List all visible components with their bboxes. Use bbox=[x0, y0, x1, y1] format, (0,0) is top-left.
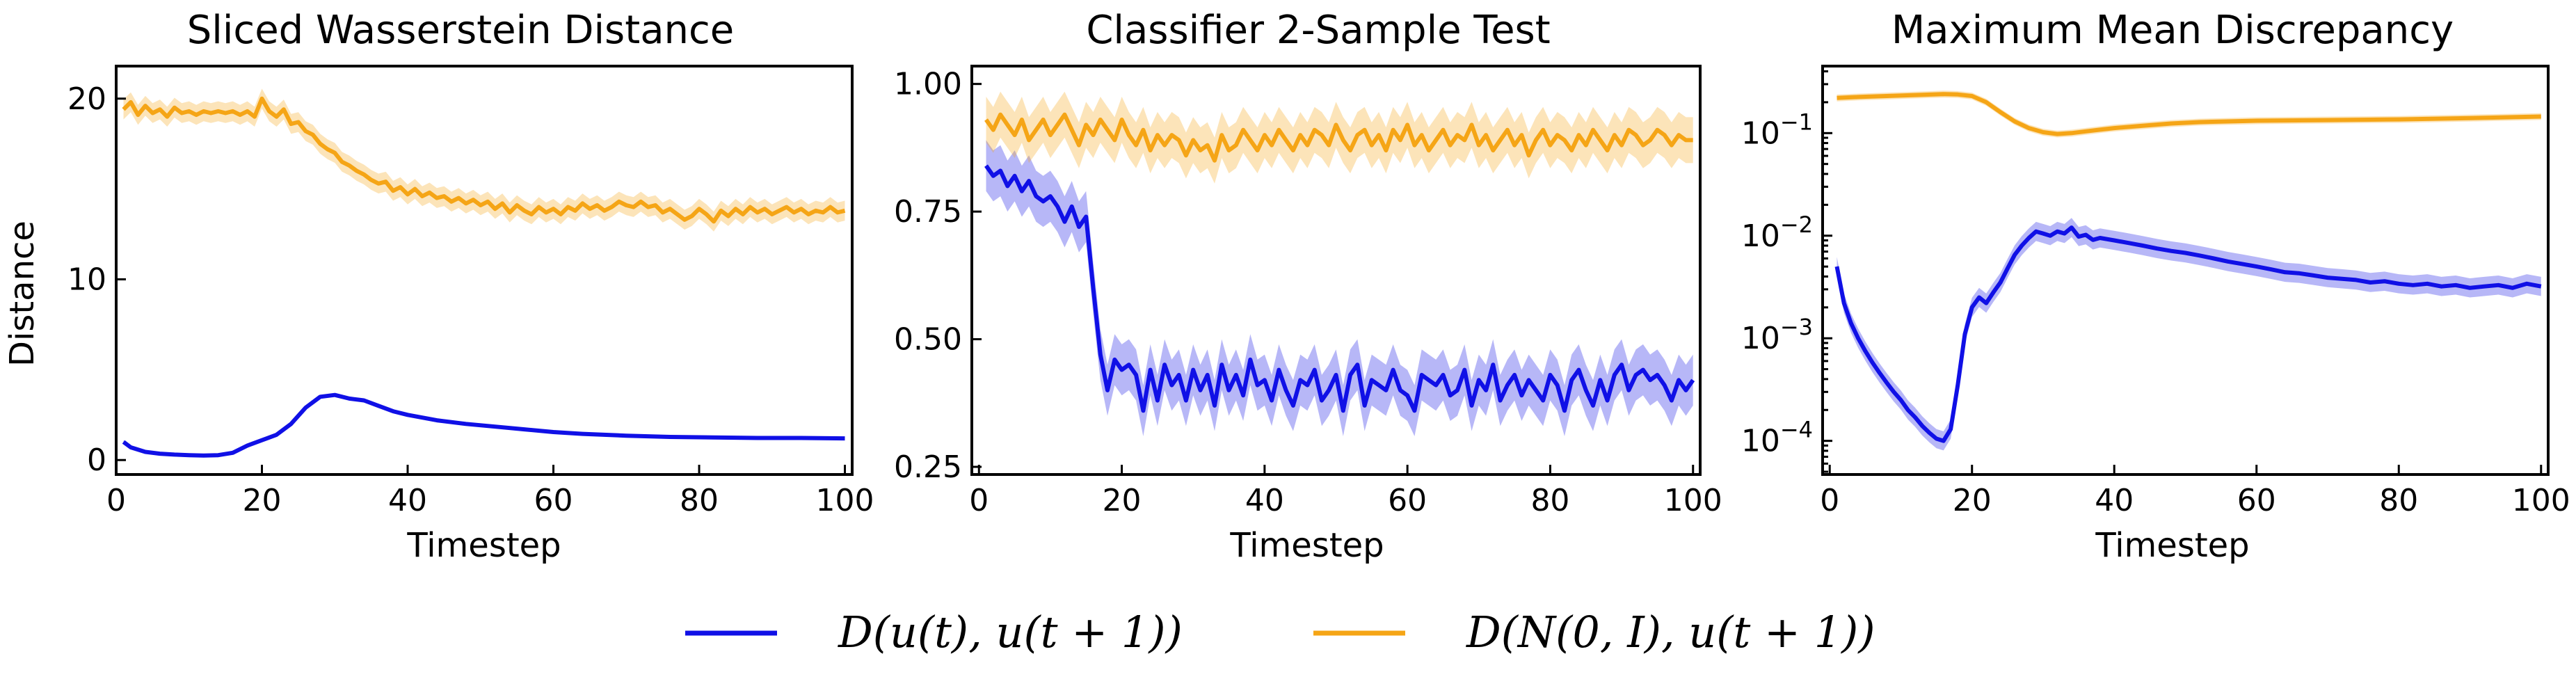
x-tick-label: 0 bbox=[1820, 483, 1839, 518]
series-line-orange bbox=[1837, 92, 2541, 136]
plot-frame bbox=[970, 65, 1702, 476]
y-tick-label: 10−1 bbox=[1741, 109, 1813, 151]
band-layer bbox=[1837, 90, 2541, 451]
y-tick-label: 0.50 bbox=[894, 322, 962, 358]
x-tick-label: 40 bbox=[388, 483, 427, 518]
x-tick-label: 20 bbox=[243, 483, 282, 518]
y-tick-label: 10−3 bbox=[1741, 314, 1813, 356]
panel-maximum-mean-discrepancy: Maximum Mean Discrepancy Timestep 0 20 40 6… bbox=[1741, 8, 2570, 565]
x-tick-label: 0 bbox=[969, 483, 989, 518]
panel-title: Classifier 2-Sample Test bbox=[1086, 8, 1550, 53]
series-line-blue bbox=[1834, 225, 2542, 443]
x-tick-label: 80 bbox=[680, 483, 719, 518]
legend: D(u(t), u(t + 1)) D(N(0, I), u(t + 1)) bbox=[685, 607, 1875, 657]
y-tick-label: 20 bbox=[67, 81, 106, 117]
legend-label-orange: D(N(0, I), u(t + 1)) bbox=[1466, 607, 1875, 657]
x-tick-label: 40 bbox=[1245, 483, 1284, 518]
legend-label-blue: D(u(t), u(t + 1)) bbox=[838, 607, 1183, 657]
y-tick-label: 10 bbox=[67, 262, 106, 297]
y-tick-label: 10−4 bbox=[1741, 417, 1813, 459]
x-tick-label: 100 bbox=[816, 483, 874, 518]
y-tick-label: 1.00 bbox=[894, 67, 962, 102]
series-band-blue bbox=[1837, 218, 2541, 451]
y-tick-label: 10−2 bbox=[1741, 212, 1813, 254]
line-layer bbox=[1834, 92, 2542, 443]
series-band-blue bbox=[986, 140, 1693, 436]
x-axis-label: Timestep bbox=[2095, 526, 2249, 565]
series-band-orange bbox=[123, 88, 845, 232]
tick-layer: 0 20 40 60 80 100 10−4 10−3 10−2 10−1 bbox=[1741, 70, 2570, 518]
x-tick-label: 20 bbox=[1953, 483, 1992, 518]
x-tick-label: 60 bbox=[1388, 483, 1427, 518]
x-axis-label: Timestep bbox=[406, 526, 561, 565]
y-tick-label: 0.75 bbox=[894, 194, 962, 230]
plot-frame bbox=[1821, 65, 2550, 476]
series-line-blue bbox=[984, 164, 1695, 413]
x-tick-label: 80 bbox=[2379, 483, 2418, 518]
x-tick-label: 80 bbox=[1530, 483, 1569, 518]
panel-title: Maximum Mean Discrepancy bbox=[1891, 8, 2454, 53]
tick-layer: 0 20 40 60 80 100 0.25 0.50 0.75 1.00 bbox=[894, 67, 1722, 518]
series-band-orange bbox=[1837, 90, 2541, 138]
y-axis-label: Distance bbox=[3, 221, 42, 367]
series-line-orange bbox=[984, 112, 1693, 163]
x-tick-label: 40 bbox=[2095, 483, 2134, 518]
panel-sliced-wasserstein: Sliced Wasserstein Distance Distance Tim… bbox=[3, 8, 874, 565]
panel-title: Sliced Wasserstein Distance bbox=[187, 8, 735, 53]
series-band-orange bbox=[986, 91, 1693, 184]
x-tick-label: 0 bbox=[106, 483, 126, 518]
line-layer bbox=[984, 112, 1695, 413]
series-line-orange bbox=[122, 96, 846, 224]
series-line-blue bbox=[122, 392, 845, 458]
plot-frame bbox=[115, 65, 854, 476]
y-tick-label: 0 bbox=[87, 442, 106, 478]
x-tick-label: 60 bbox=[534, 483, 573, 518]
tick-layer: 0 20 40 60 80 100 0 10 20 bbox=[67, 81, 874, 518]
x-tick-label: 100 bbox=[2512, 483, 2570, 518]
band-layer bbox=[123, 88, 845, 458]
panel-classifier-2-sample: Classifier 2-Sample Test Timestep 0 20 40 6… bbox=[894, 8, 1722, 565]
y-tick-label: 0.25 bbox=[894, 449, 962, 485]
x-axis-label: Timestep bbox=[1229, 526, 1384, 565]
x-tick-label: 60 bbox=[2237, 483, 2276, 518]
x-tick-label: 100 bbox=[1664, 483, 1722, 518]
band-layer bbox=[986, 91, 1693, 436]
x-tick-label: 20 bbox=[1103, 483, 1142, 518]
line-layer bbox=[122, 96, 846, 458]
